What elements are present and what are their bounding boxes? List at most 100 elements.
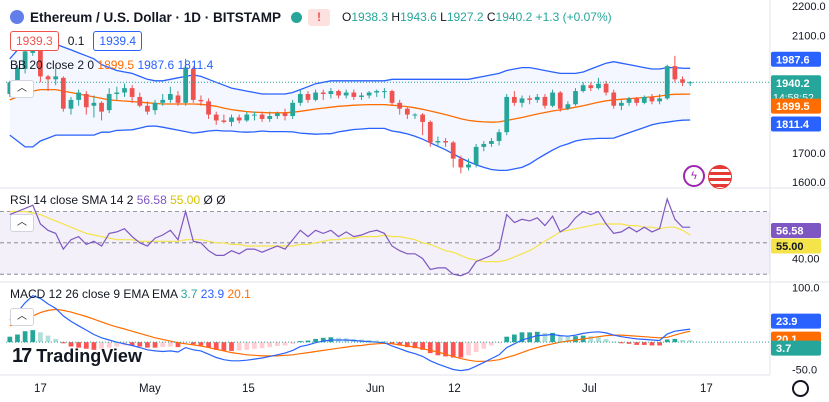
candle-body <box>38 47 43 77</box>
sell-button[interactable]: 1939.3 <box>10 31 59 51</box>
candle-body <box>83 94 89 108</box>
alert-button[interactable]: ! <box>308 8 331 26</box>
price-tick-label: 2100.0 <box>792 30 826 42</box>
candle-body <box>603 83 609 93</box>
macd-hist-bar <box>404 342 410 348</box>
macd-hist-bar <box>687 340 693 343</box>
candle-body <box>221 120 227 122</box>
last-price-badge-bg <box>771 75 821 106</box>
candle-body <box>68 99 74 109</box>
candle-body <box>374 91 380 93</box>
macd-hist-bar <box>45 335 51 343</box>
candle-body <box>15 67 20 83</box>
macd-hist-bar <box>244 342 250 350</box>
time-tick-label: 17 <box>700 383 713 395</box>
candle-body <box>580 85 586 92</box>
candle-body <box>167 94 173 100</box>
macd-hist-bar <box>206 342 211 348</box>
candle-body <box>389 91 395 103</box>
candle-body <box>443 141 448 143</box>
macd-hist-bar <box>382 341 387 343</box>
macd-hist-bar <box>397 342 403 346</box>
bb-basis-badge-bg <box>771 98 821 114</box>
time-tick-label: 17 <box>34 383 47 395</box>
macd-hist-bar <box>99 342 104 349</box>
macd-hist-bar <box>160 342 166 348</box>
rsi-sma-badge: 55.00 <box>776 241 804 253</box>
macd-collapse-button[interactable]: ︿ <box>10 308 34 326</box>
macd-hist-bar <box>290 342 296 344</box>
bb-lower-line <box>9 119 691 172</box>
candle-body <box>252 114 257 116</box>
candle-body <box>435 141 441 143</box>
macd-hist-bar <box>152 342 158 348</box>
macd-hist-bar <box>450 342 456 358</box>
macd-hist-bar <box>466 342 471 356</box>
candle-body <box>680 79 685 83</box>
macd-hist-bar <box>91 342 97 350</box>
macd-hist-bar <box>145 342 150 348</box>
candle-body <box>290 102 296 117</box>
candle-body <box>626 98 632 103</box>
time-tick-label: 12 <box>448 383 461 395</box>
bb-upper-line <box>9 34 691 95</box>
candle-body <box>420 114 425 122</box>
rsi-collapse-button[interactable]: ︿ <box>10 214 34 232</box>
candle-body <box>649 96 655 102</box>
macd-hist-bar <box>626 342 632 344</box>
bb-upper-badge-bg <box>771 51 821 67</box>
macd-line <box>9 295 691 372</box>
macd-tick-label: -50.0 <box>792 365 817 377</box>
settings-icon[interactable] <box>792 380 809 397</box>
candle-body <box>573 91 578 105</box>
buy-button[interactable]: 1939.4 <box>93 31 143 51</box>
macd-hist-bar <box>664 339 670 343</box>
macd-hist-bar <box>473 342 479 353</box>
macd-hist-bar <box>190 342 196 345</box>
us-flag-icon[interactable] <box>708 165 732 189</box>
flash-icon[interactable]: ϟ <box>683 165 705 187</box>
macd-hist-bar <box>252 342 257 349</box>
candle-body <box>198 99 204 102</box>
candle-body <box>114 92 120 94</box>
macd-legend[interactable]: MACD 12 26 close 9 EMA EMA 3.7 23.9 20.1 <box>10 287 251 301</box>
macd-hist-bar <box>672 338 678 343</box>
macd-hist-bar <box>412 342 418 349</box>
candle-body <box>664 66 670 99</box>
candle-body <box>76 92 81 100</box>
macd-hist-bar <box>611 341 617 343</box>
candle-body <box>320 92 326 94</box>
macd-hist-bar <box>259 342 265 349</box>
macd-hist-bar <box>282 342 288 346</box>
market-status-icon[interactable] <box>291 11 303 23</box>
candle-body <box>91 102 97 106</box>
candle-body <box>466 164 471 168</box>
candle-body <box>45 76 51 80</box>
hist-value-badge-bg <box>771 340 821 356</box>
macd-hist-bar <box>183 342 189 344</box>
macd-hist-bar <box>76 342 81 348</box>
candle-body <box>175 95 181 103</box>
candle-body <box>160 99 166 103</box>
bb-basis-badge: 1899.5 <box>776 101 810 113</box>
symbol-icon[interactable] <box>10 10 24 24</box>
candle-body <box>496 132 502 141</box>
candle-body <box>152 102 158 111</box>
collapse-legend-button[interactable]: ︿ <box>10 80 34 98</box>
macd-signal-line <box>9 308 691 362</box>
tradingview-logo[interactable]: 17 TradingView <box>12 345 142 368</box>
rsi-value-badge: 56.58 <box>776 226 804 238</box>
macd-hist-bar <box>68 342 74 347</box>
candle-body <box>129 88 135 97</box>
rsi-line <box>9 197 691 277</box>
symbol-title[interactable]: Ethereum / U.S. Dollar · 1D · BITSTAMP <box>30 9 282 25</box>
rsi-value-badge-bg <box>771 223 821 239</box>
candle-body <box>137 96 143 106</box>
rsi-legend[interactable]: RSI 14 close SMA 14 2 56.58 55.00 Ø Ø <box>10 193 226 207</box>
macd-hist-bar <box>305 340 311 343</box>
macd-hist-bar <box>83 342 89 349</box>
macd-hist-bar <box>175 342 181 348</box>
bb-legend[interactable]: BB 20 close 2 0 1899.5 1987.6 1811.4 <box>10 58 214 72</box>
macd-hist-bar <box>7 336 13 343</box>
